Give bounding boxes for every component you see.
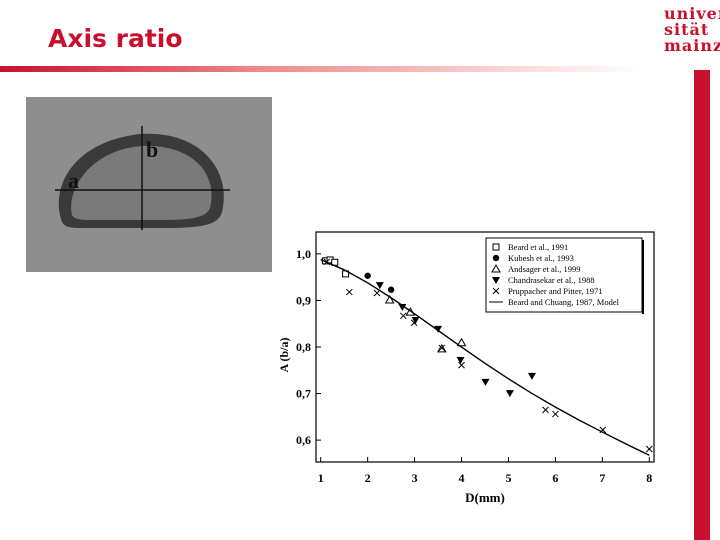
y-tick-label: 0,7 xyxy=(296,387,311,401)
slide-title: Axis ratio xyxy=(48,24,183,53)
x-tick-label: 4 xyxy=(459,471,465,485)
chart: D(mm) A (b/a) 1 2 3 4 5 6 7 8 0,6 0,7 0,8 0,9 1,0 Bea… xyxy=(277,231,655,505)
x-tick-label: 5 xyxy=(505,471,511,485)
marker-triangle-down xyxy=(481,378,490,386)
marker-triangle-down xyxy=(375,282,384,290)
logo: univer sität mainz xyxy=(664,6,720,54)
logo-line: sität xyxy=(664,20,710,39)
model-line xyxy=(320,258,650,456)
x-tick-label: 3 xyxy=(412,471,418,485)
legend-label: Beard and Chuang, 1987, Model xyxy=(508,297,620,307)
marker-triangle xyxy=(456,337,467,347)
y-tick-label: 0,8 xyxy=(296,340,311,354)
marker-cross xyxy=(345,288,353,296)
legend-label: Beard et al., 1991 xyxy=(508,242,568,252)
x-tick-label: 6 xyxy=(552,471,558,485)
legend-label: Chandrasekar et al., 1988 xyxy=(508,275,595,285)
x-axis-label: D(mm) xyxy=(465,490,505,505)
y-axis-label: A (b/a) xyxy=(277,337,291,372)
marker-triangle-down xyxy=(527,372,536,380)
x-tick-label: 7 xyxy=(599,471,605,485)
x-tick-label: 8 xyxy=(646,471,652,485)
marker-triangle xyxy=(384,294,395,304)
legend-label: Pruppacher and Pitter, 1971 xyxy=(508,286,603,296)
y-tick-label: 1,0 xyxy=(296,247,311,261)
marker-triangle-down xyxy=(411,316,420,324)
legend-frame xyxy=(485,237,643,313)
y-tick-label: 0,9 xyxy=(296,293,311,307)
x-tick-label: 2 xyxy=(365,471,371,485)
marker-cross xyxy=(373,289,381,297)
legend-label: Andsager et al., 1999 xyxy=(508,264,580,274)
marker-triangle-down xyxy=(505,390,514,398)
title-rule xyxy=(0,66,640,72)
x-tick-label: 1 xyxy=(318,471,324,485)
marker-cross xyxy=(542,406,549,414)
marker-circle xyxy=(387,286,395,293)
legend-marker xyxy=(492,243,500,251)
marker-cross xyxy=(399,312,407,320)
marker-cross xyxy=(552,410,559,418)
legend-marker xyxy=(492,287,500,295)
legend-marker xyxy=(491,263,501,273)
marker-triangle-down xyxy=(456,357,465,365)
legend-shadow xyxy=(642,240,644,314)
logo-line: mainz xyxy=(664,36,720,55)
marker-triangle-down xyxy=(434,325,443,333)
marker-cross xyxy=(645,445,653,453)
legend-marker xyxy=(492,254,500,262)
logo-line: univer xyxy=(664,4,720,23)
marker-cross xyxy=(458,361,465,369)
photo-label: b xyxy=(146,137,158,162)
marker-cross xyxy=(438,344,446,352)
side-bar xyxy=(694,70,710,540)
photo-label: a xyxy=(68,168,79,193)
photo: a b xyxy=(26,97,272,272)
y-tick-label: 0,6 xyxy=(296,433,311,447)
legend-marker xyxy=(492,277,500,284)
marker-triangle-down xyxy=(398,303,407,311)
marker-cross xyxy=(410,319,418,327)
legend-label: Kubesh et al., 1993 xyxy=(508,253,574,263)
marker-circle xyxy=(364,272,371,279)
